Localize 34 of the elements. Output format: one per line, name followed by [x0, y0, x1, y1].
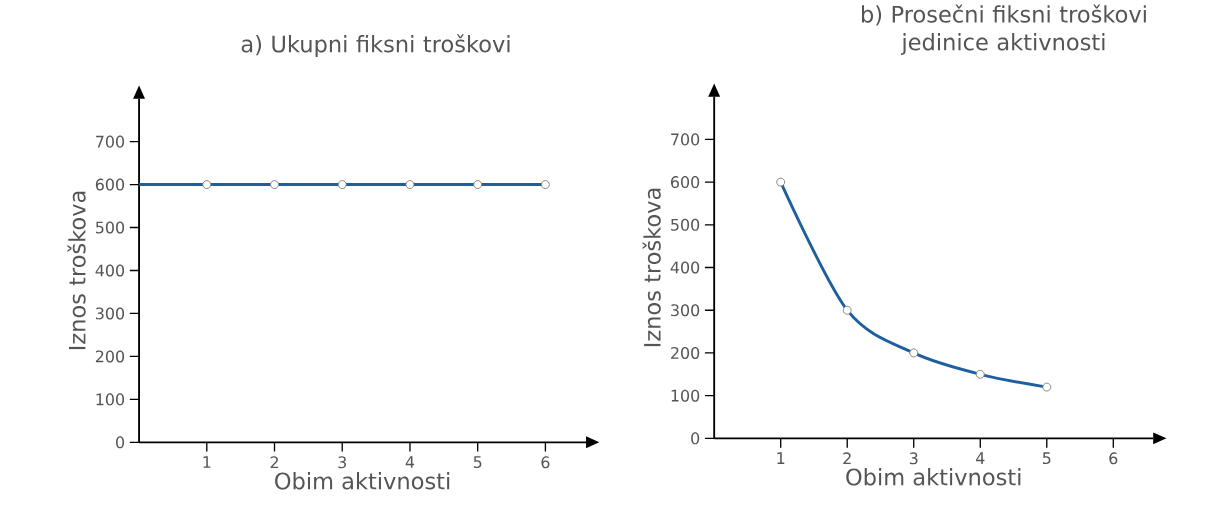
- y-tick-label: 500: [96, 221, 125, 234]
- y-tick-label: 400: [95, 264, 125, 277]
- x-tick-label: 4: [405, 456, 415, 468]
- x-tick-label: 6: [1109, 452, 1118, 465]
- x-axis-title: Obim aktivnosti: [846, 468, 1021, 486]
- y-axis-title: Iznos troškova: [642, 188, 661, 347]
- x-tick-label: 2: [270, 456, 278, 469]
- y-tick-label: 100: [96, 393, 125, 406]
- x-tick-label: 4: [975, 452, 985, 464]
- y-tick-label: 600: [95, 178, 125, 191]
- y-tick-label: 700: [671, 133, 700, 146]
- y-tick-label: 700: [96, 135, 125, 148]
- x-tick-label: 2: [843, 452, 851, 465]
- x-tick-label: 6: [541, 456, 550, 469]
- y-tick-label: 300: [671, 304, 700, 317]
- y-tick-label: 0: [116, 436, 125, 449]
- x-tick-label: 1: [777, 452, 785, 464]
- x-tick-label: 3: [338, 456, 346, 469]
- y-tick-label: 200: [95, 350, 125, 363]
- y-tick-label: 400: [670, 261, 700, 274]
- y-tick-label: 500: [671, 218, 700, 231]
- chart-title: b) Prosečni fiksni troškovi jedinice aktivnosti: [862, 4, 1146, 55]
- y-tick-label: 600: [671, 176, 700, 189]
- y-tick-label: 100: [671, 389, 700, 402]
- x-tick-label: 3: [909, 452, 918, 465]
- y-tick-label: 300: [95, 307, 125, 320]
- chart-title: a) Ukupni fiksni troškovi: [241, 34, 510, 57]
- x-tick-label: 5: [1042, 452, 1051, 465]
- x-tick-label: 1: [203, 456, 211, 468]
- y-tick-label: 0: [691, 432, 700, 445]
- y-tick-label: 200: [671, 347, 700, 360]
- x-tick-label: 5: [473, 456, 482, 469]
- x-axis-title: Obim aktivnosti: [275, 472, 450, 490]
- y-axis-title: Iznos troškova: [67, 191, 86, 350]
